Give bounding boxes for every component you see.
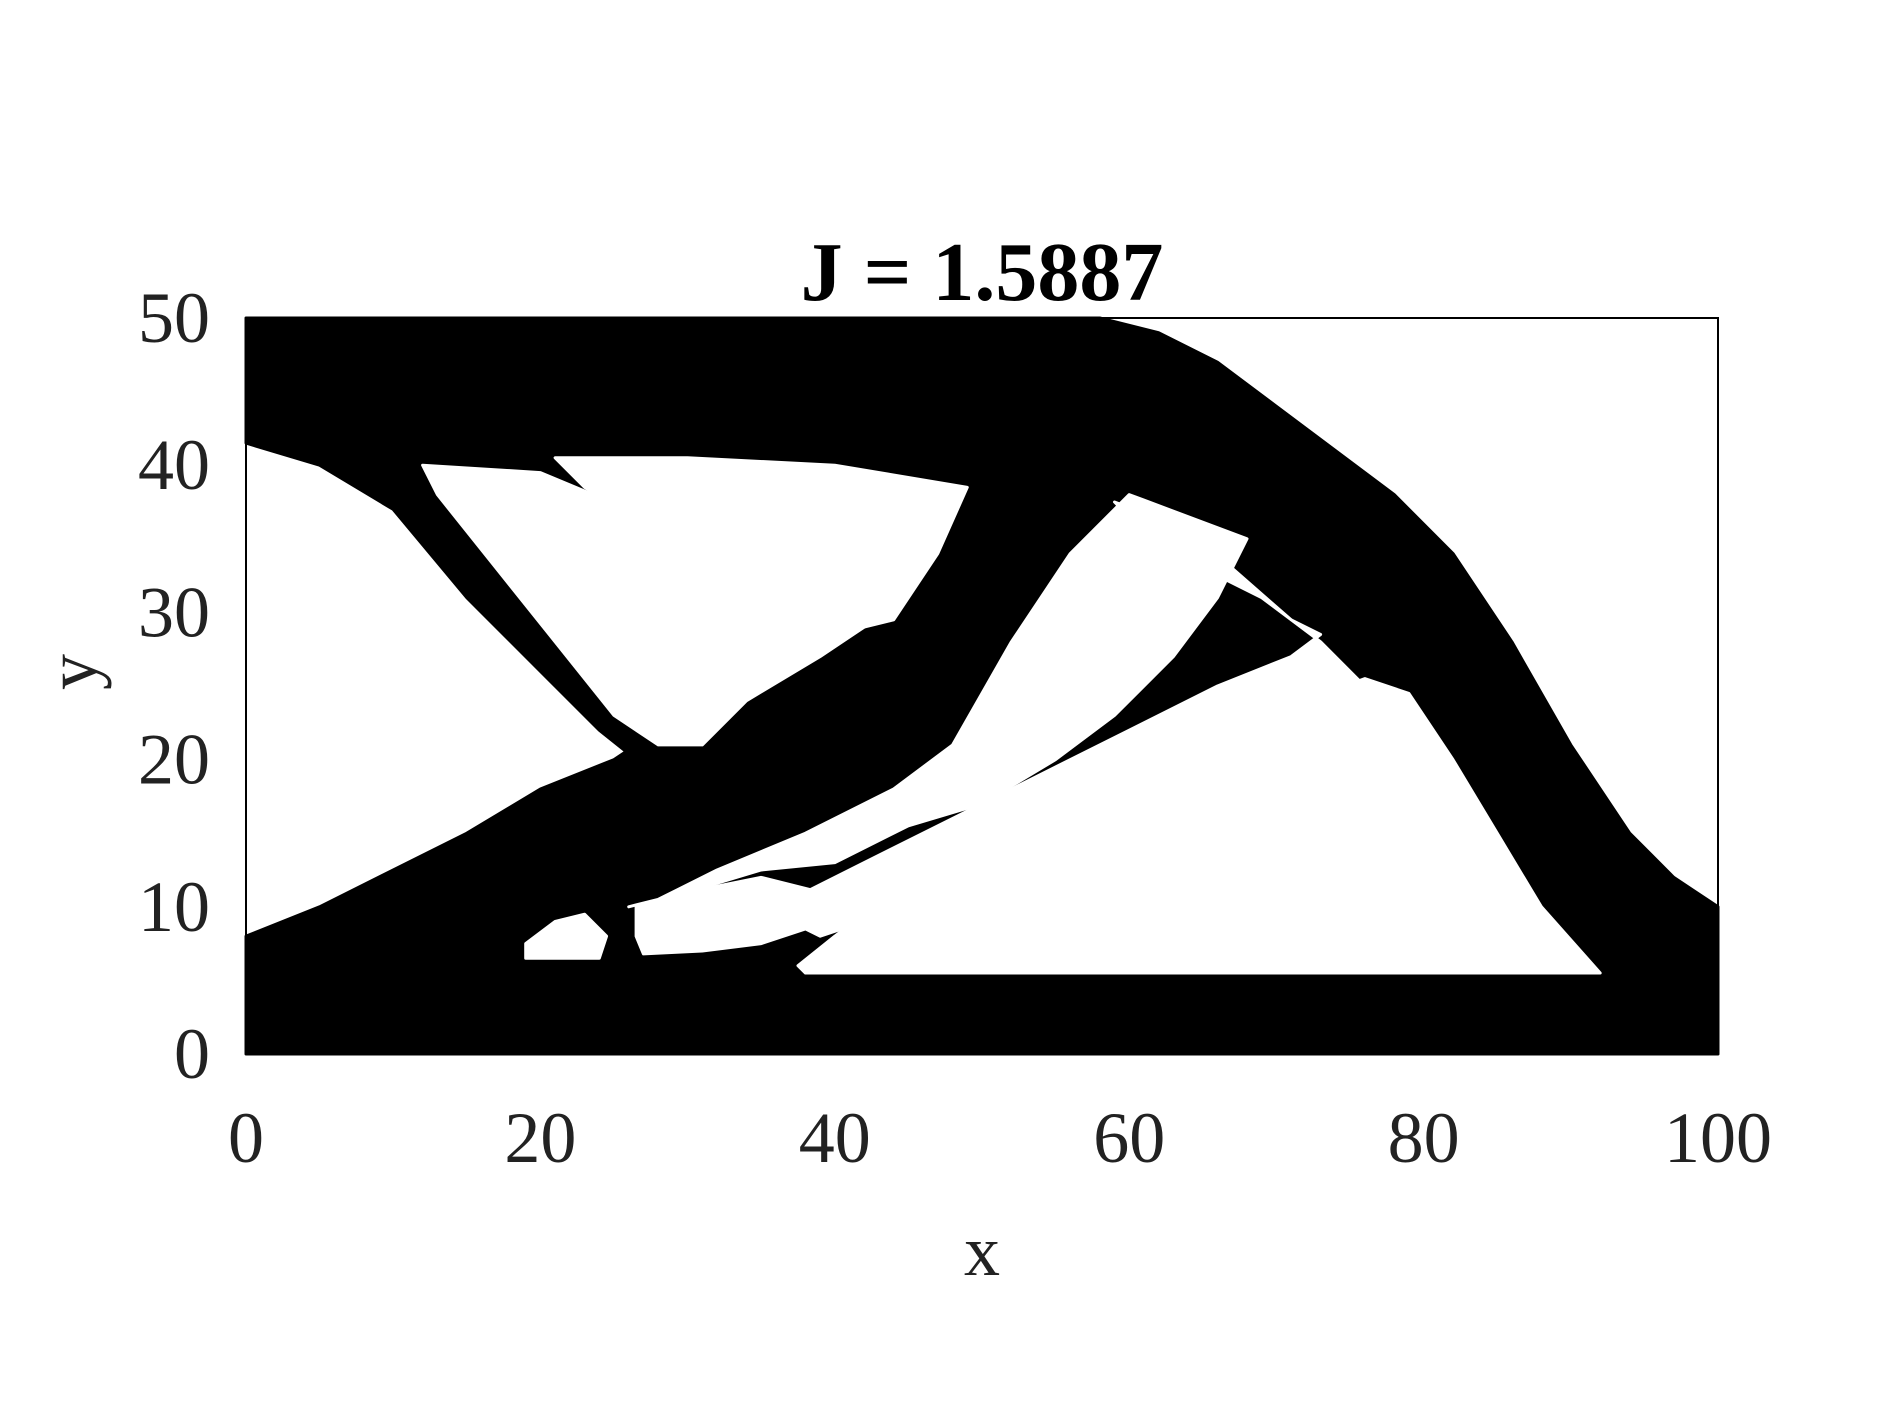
- x-axis-ticks: 0 20 40 60 80 100: [228, 1098, 1772, 1178]
- void-lower-center-pocket: [634, 875, 822, 956]
- y-axis-label: y: [32, 654, 112, 690]
- y-tick-label: 40: [138, 425, 210, 505]
- x-tick-label: 60: [1093, 1098, 1165, 1178]
- x-tick-label: 80: [1388, 1098, 1460, 1178]
- x-axis-label: x: [964, 1211, 1000, 1291]
- x-tick-label: 0: [228, 1098, 264, 1178]
- plot-area: [244, 316, 1720, 1056]
- x-tick-label: 20: [504, 1098, 576, 1178]
- void-lower-right: [796, 677, 1602, 975]
- y-tick-label: 50: [138, 278, 210, 358]
- void-lower-left-pocket: [524, 912, 609, 960]
- chart-title: J = 1.5887: [801, 226, 1164, 319]
- x-tick-label: 40: [799, 1098, 871, 1178]
- y-tick-label: 20: [138, 720, 210, 800]
- y-axis-ticks: 0 10 20 30 40 50: [138, 278, 210, 1094]
- x-tick-label: 100: [1664, 1098, 1772, 1178]
- void-lower-band: [627, 493, 1249, 909]
- void-right-triangle: [789, 500, 1367, 938]
- axes-frame: [245, 317, 1719, 1055]
- y-tick-label: 30: [138, 572, 210, 652]
- y-tick-label: 0: [174, 1014, 210, 1094]
- y-tick-label: 10: [138, 867, 210, 947]
- void-upper-middle: [553, 456, 969, 629]
